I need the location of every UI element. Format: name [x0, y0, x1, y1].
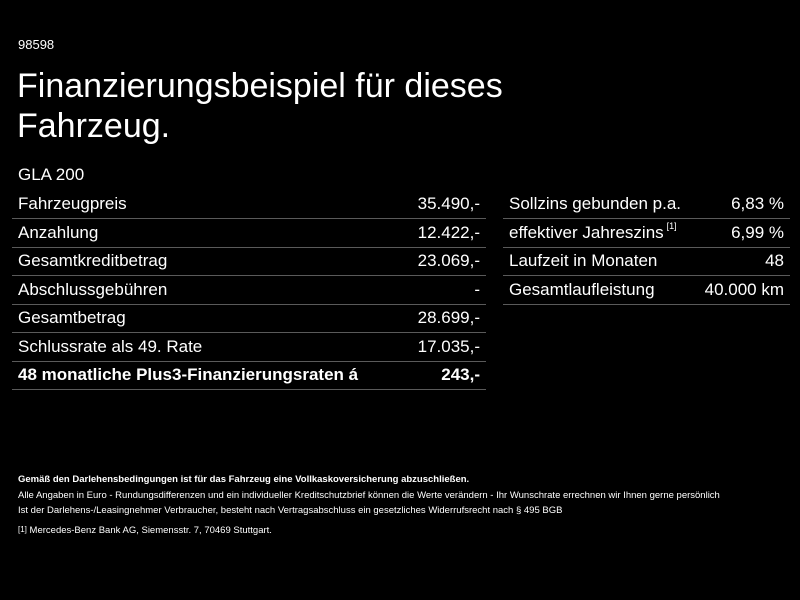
model: GLA 200 — [18, 165, 85, 184]
row-label: Sollzins gebunden p.a. — [509, 190, 681, 218]
note-text: Mercedes-Benz Bank AG, Siemensstr. 7, 70… — [29, 525, 272, 536]
title: Finanzierungsbeispiel für dieses Fahrzeu… — [17, 66, 503, 146]
vehicle-id: 98598 — [18, 37, 55, 52]
row-label: Gesamtkreditbetrag — [18, 251, 168, 270]
row-label: effektiver Jahreszins [1] — [509, 219, 677, 247]
table-row: effektiver Jahreszins [1] 6,99 % — [503, 219, 790, 248]
row-value: 40.000 km — [704, 279, 784, 299]
row-label: 48 monatliche Plus3-Finanzierungsraten á — [18, 365, 359, 384]
row-label: Schlussrate als 49. Rate — [18, 336, 203, 356]
note-mark: [1] — [18, 525, 27, 534]
title-line: Finanzierungsbeispiel für dieses — [17, 67, 503, 105]
table-row: Gesamtkreditbetrag 23.069,- — [12, 247, 486, 276]
row-value: 17.035,- — [417, 336, 480, 356]
row-label: Anzahlung — [18, 222, 99, 242]
table-row: Fahrzeugpreis 35.490,- — [12, 190, 486, 219]
row-label: Fahrzeugpreis — [18, 194, 127, 213]
table-row: Laufzeit in Monaten 48 — [503, 247, 790, 276]
row-value: 48 — [765, 251, 784, 270]
row-value: 35.490,- — [417, 194, 480, 213]
row-value: 243,- — [441, 365, 480, 384]
label-text: Gesamtlaufleistung — [509, 279, 655, 299]
table-row: Gesamtlaufleistung 40.000 km — [503, 276, 790, 305]
row-label: Abschlussgebühren — [18, 279, 168, 299]
row-value: 12.422,- — [417, 222, 480, 242]
row-label: Laufzeit in Monaten — [509, 247, 657, 275]
table-row: Anzahlung 12.422,- — [12, 219, 486, 248]
title-line: Fahrzeug. — [17, 107, 171, 145]
table-row: Abschlussgebühren - — [12, 276, 486, 305]
label-text: Sollzins gebunden p.a. — [509, 194, 682, 213]
table-row: Schlussrate als 49. Rate 17.035,- — [12, 333, 486, 362]
table-row: Gesamtbetrag 28.699,- — [12, 304, 486, 333]
row-value: 6,99 % — [731, 222, 784, 242]
row-value: 6,83 % — [731, 194, 784, 213]
row-value: - — [474, 279, 480, 299]
table-row: Sollzins gebunden p.a. 6,83 % — [503, 190, 790, 219]
row-value: 28.699,- — [417, 308, 480, 327]
footnote-ref: [1] Mercedes-Benz Bank AG, Siemensstr. 7… — [18, 525, 272, 536]
footnote-bold: Gemäß den Darlehensbedingungen ist für d… — [18, 474, 470, 485]
label-text: Laufzeit in Monaten — [509, 251, 658, 270]
row-label: Gesamtlaufleistung — [509, 276, 655, 304]
row-value: 23.069,- — [417, 251, 480, 270]
label-text: effektiver Jahreszins — [509, 222, 664, 242]
row-label: Gesamtbetrag — [18, 308, 126, 327]
footnote: Alle Angaben in Euro - Rundungsdifferenz… — [18, 490, 720, 501]
note-mark: [1] — [666, 220, 677, 231]
table-row: 48 monatliche Plus3-Finanzierungsraten á… — [12, 361, 486, 390]
footnote: Ist der Darlehens-/Leasingnehmer Verbrau… — [18, 505, 563, 516]
